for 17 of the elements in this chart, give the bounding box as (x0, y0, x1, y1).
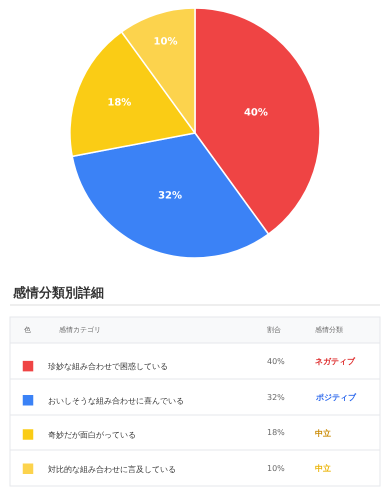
text: 10% (267, 464, 285, 473)
data-label: 40% (244, 108, 268, 119)
legend-label: 珍妙な組み合わせで困惑している (48, 362, 168, 372)
data-label: 32% (158, 190, 182, 202)
text: 40% (267, 357, 285, 366)
text: 18% (267, 428, 285, 437)
data-label: 18% (107, 98, 132, 109)
legend-label: おいしそうな組み合わせに喜んでいる (48, 396, 184, 406)
legend-label: 対比的な組み合わせに言及している (48, 464, 176, 474)
text: 中立 (315, 463, 331, 473)
text: 32% (267, 393, 285, 402)
text: ポジティブ (315, 393, 357, 402)
text: ネガティブ (315, 357, 356, 366)
text: 感情分類別詳細 (12, 285, 104, 301)
text: 中立 (315, 428, 331, 438)
data-label: 10% (154, 36, 178, 48)
legend-label: 奇妙だが面白がっている (48, 430, 136, 440)
